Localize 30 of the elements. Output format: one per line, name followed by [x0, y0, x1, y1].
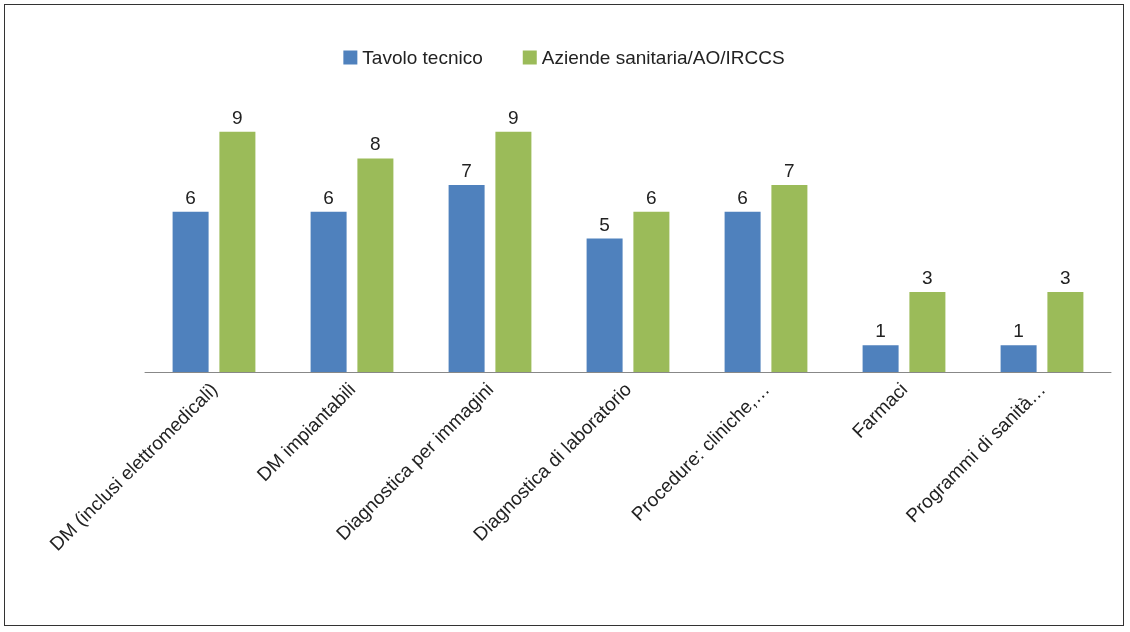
data-label: 3 [1060, 266, 1071, 288]
bar [357, 158, 394, 372]
bar [771, 185, 808, 372]
data-label: 8 [370, 133, 381, 155]
bar [448, 185, 485, 372]
bar [724, 211, 761, 372]
data-label: 1 [875, 320, 886, 342]
data-label: 3 [922, 266, 933, 288]
data-label: 9 [508, 106, 519, 128]
data-label: 9 [232, 106, 243, 128]
bar [1047, 291, 1084, 372]
bar [633, 211, 670, 372]
bar [862, 345, 899, 372]
bar [219, 131, 256, 372]
data-label: 6 [737, 186, 748, 208]
data-label: 6 [323, 186, 334, 208]
data-label: 1 [1013, 320, 1024, 342]
legend-label: Aziende sanitaria/AO/IRCCS [541, 47, 785, 68]
bar [586, 238, 623, 372]
bar [495, 131, 532, 372]
data-label: 7 [784, 160, 795, 182]
bar [909, 291, 946, 372]
data-label: 5 [599, 213, 610, 235]
data-label: 6 [646, 186, 657, 208]
bar [1000, 345, 1037, 372]
legend-label: Tavolo tecnico [362, 47, 483, 68]
data-label: 6 [185, 186, 196, 208]
bar [310, 211, 347, 372]
data-label: 7 [461, 160, 472, 182]
bar [172, 211, 209, 372]
